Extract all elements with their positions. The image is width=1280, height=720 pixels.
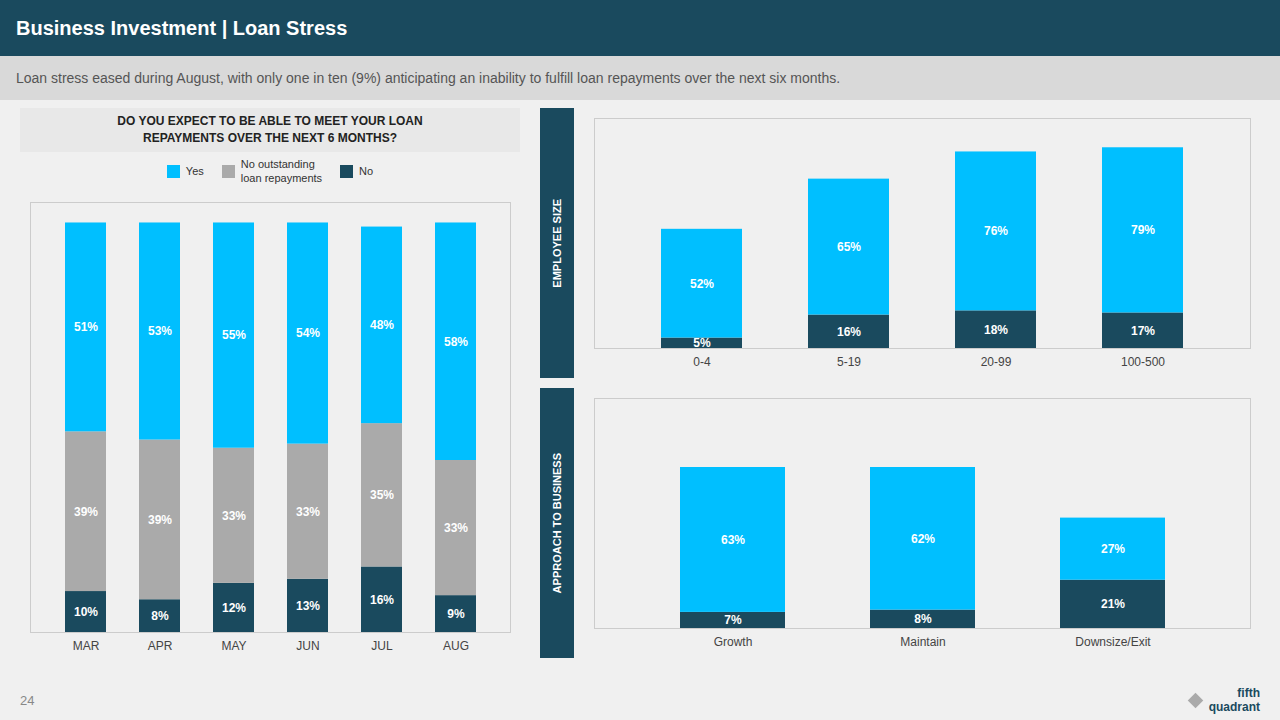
- svg-text:17%: 17%: [1131, 324, 1155, 338]
- svg-text:20-99: 20-99: [981, 355, 1012, 369]
- svg-text:Maintain: Maintain: [900, 635, 945, 649]
- svg-text:55%: 55%: [222, 328, 246, 342]
- html-text:DO YOU EXPECT TO BE ABLE TO ME: DO YOU EXPECT TO BE ABLE TO MEET YOUR LO…: [117, 114, 423, 145]
- svg-text:MAY: MAY: [221, 639, 246, 653]
- svg-text:AUG: AUG: [443, 639, 469, 653]
- html-text:Yes: Yes: [185, 165, 204, 177]
- svg-text:APR: APR: [148, 639, 173, 653]
- html-text:No: No: [359, 165, 374, 177]
- svg-text:58%: 58%: [444, 334, 468, 348]
- svg-text:16%: 16%: [370, 592, 394, 606]
- html-text:fifth quadrant: fifth quadrant: [1208, 685, 1260, 714]
- svg-text:16%: 16%: [837, 325, 861, 339]
- svg-text:8%: 8%: [151, 609, 169, 623]
- svg-text:21%: 21%: [1101, 597, 1125, 611]
- svg-text:39%: 39%: [74, 504, 98, 518]
- html-text:Business Investment | Loan Str: Business Investment | Loan Stress: [16, 16, 348, 39]
- svg-text:18%: 18%: [984, 323, 1008, 337]
- svg-text:35%: 35%: [370, 488, 394, 502]
- svg-text:7%: 7%: [724, 613, 742, 627]
- html-text:Loan stress eased during Augus: Loan stress eased during August, with on…: [16, 70, 841, 86]
- svg-text:5%: 5%: [693, 336, 711, 350]
- svg-text:Downsize/Exit: Downsize/Exit: [1075, 635, 1151, 649]
- svg-text:8%: 8%: [914, 612, 932, 626]
- svg-text:53%: 53%: [148, 324, 172, 338]
- svg-text:52%: 52%: [690, 277, 714, 291]
- svg-text:33%: 33%: [444, 521, 468, 535]
- svg-text:79%: 79%: [1131, 223, 1155, 237]
- html-text:24: 24: [20, 692, 35, 708]
- svg-text:48%: 48%: [370, 318, 394, 332]
- svg-text:JUL: JUL: [371, 639, 393, 653]
- svg-text:12%: 12%: [222, 600, 246, 614]
- svg-text:39%: 39%: [148, 512, 172, 526]
- svg-text:62%: 62%: [911, 532, 935, 546]
- svg-text:MAR: MAR: [73, 639, 100, 653]
- html-text:APPROACH TO BUSINESS: APPROACH TO BUSINESS: [551, 452, 563, 594]
- svg-text:100-500: 100-500: [1121, 355, 1165, 369]
- svg-text:9%: 9%: [447, 607, 465, 621]
- svg-text:33%: 33%: [296, 504, 320, 518]
- svg-text:0-4: 0-4: [693, 355, 711, 369]
- svg-text:76%: 76%: [984, 224, 1008, 238]
- svg-text:63%: 63%: [721, 533, 745, 547]
- svg-text:33%: 33%: [222, 508, 246, 522]
- svg-text:54%: 54%: [296, 326, 320, 340]
- svg-text:27%: 27%: [1101, 542, 1125, 556]
- svg-text:5-19: 5-19: [837, 355, 861, 369]
- svg-text:JUN: JUN: [296, 639, 319, 653]
- svg-text:13%: 13%: [296, 598, 320, 612]
- html-text:No outstanding loan repayments: No outstanding loan repayments: [240, 158, 323, 184]
- svg-text:Growth: Growth: [714, 635, 753, 649]
- svg-text:65%: 65%: [837, 240, 861, 254]
- svg-text:10%: 10%: [74, 604, 98, 618]
- svg-text:51%: 51%: [74, 320, 98, 334]
- html-text:EMPLOYEE SIZE: EMPLOYEE SIZE: [551, 198, 563, 288]
